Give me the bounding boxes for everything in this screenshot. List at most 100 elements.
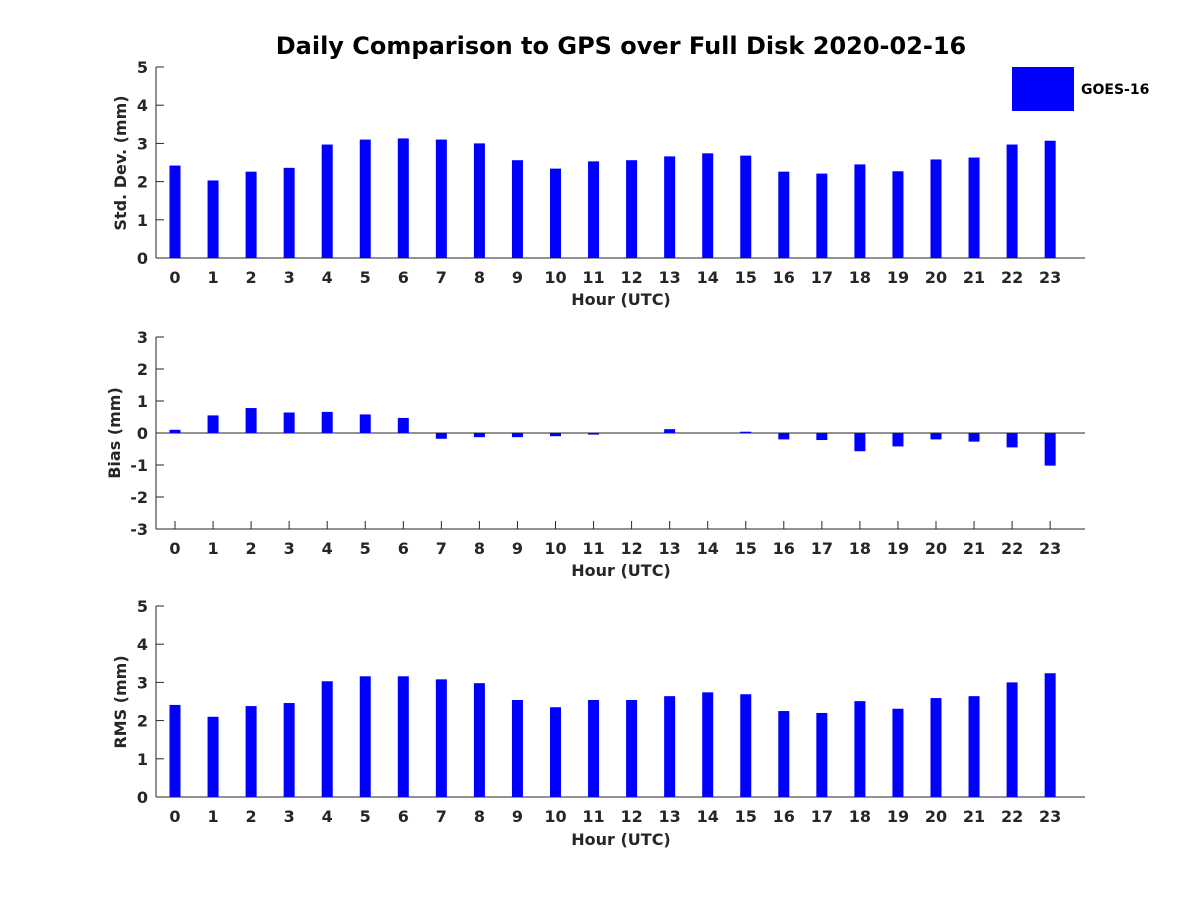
chart-title: Daily Comparison to GPS over Full Disk 2…	[276, 32, 967, 60]
std-x-tick-label: 13	[659, 268, 681, 287]
bias-bar	[245, 408, 257, 433]
rms-y-tick-label: 5	[137, 597, 148, 616]
std-bar	[321, 144, 333, 258]
rms-bar	[930, 698, 942, 797]
bias-x-tick-label: 17	[811, 539, 833, 558]
bias-bar	[930, 433, 942, 440]
rms-x-tick-label: 17	[811, 807, 833, 826]
rms-x-tick-label: 7	[436, 807, 447, 826]
rms-x-tick-label: 15	[735, 807, 757, 826]
rms-x-tick-label: 23	[1039, 807, 1061, 826]
std-bar	[930, 159, 942, 258]
rms-bar	[321, 681, 333, 797]
std-bar	[550, 168, 561, 258]
std-bar	[359, 139, 371, 258]
bias-y-tick-label: 0	[137, 424, 148, 443]
rms-bar	[968, 696, 980, 797]
rms-bar	[854, 701, 866, 797]
std-x-tick-label: 14	[697, 268, 719, 287]
bias-x-tick-label: 4	[322, 539, 333, 558]
bias-x-tick-label: 14	[697, 539, 719, 558]
std-bar	[511, 160, 523, 258]
rms-x-tick-label: 8	[474, 807, 485, 826]
std-bar	[968, 157, 980, 258]
rms-y-tick-label: 0	[137, 788, 148, 807]
std-y-tick-label: 2	[137, 173, 148, 192]
bias-x-tick-label: 2	[246, 539, 257, 558]
bias-y-tick-label: -2	[130, 488, 148, 507]
std-bar	[397, 138, 409, 258]
bias-bar	[511, 433, 523, 438]
rms-bar	[245, 706, 257, 797]
rms-x-axis-label: Hour (UTC)	[571, 830, 671, 849]
rms-x-tick-label: 1	[207, 807, 218, 826]
rms-bar	[207, 716, 219, 797]
std-bar	[245, 171, 257, 258]
std-x-tick-label: 20	[925, 268, 947, 287]
bias-y-tick-label: 1	[137, 392, 148, 411]
bias-x-tick-label: 9	[512, 539, 523, 558]
rms-bar	[359, 676, 371, 797]
std-y-tick-label: 1	[137, 211, 148, 230]
rms-y-axis-label: RMS (mm)	[111, 655, 130, 748]
std-x-tick-label: 16	[773, 268, 795, 287]
bias-x-tick-label: 15	[735, 539, 757, 558]
rms-bar	[1006, 682, 1018, 797]
bias-y-axis-label: Bias (mm)	[105, 387, 124, 479]
bias-x-tick-label: 23	[1039, 539, 1061, 558]
bias-x-tick-label: 21	[963, 539, 985, 558]
rms-x-tick-label: 22	[1001, 807, 1023, 826]
std-bar	[778, 171, 790, 258]
std-x-tick-label: 23	[1039, 268, 1061, 287]
rms-bar	[283, 703, 295, 797]
std-bar	[702, 153, 714, 258]
legend: GOES-16	[1012, 67, 1149, 111]
rms-bar	[473, 683, 485, 797]
rms-bar	[702, 692, 714, 797]
std-bar	[283, 167, 295, 258]
rms-y-tick-label: 3	[137, 673, 148, 692]
rms-x-tick-label: 21	[963, 807, 985, 826]
rms-bar	[588, 699, 600, 797]
bias-x-tick-label: 18	[849, 539, 871, 558]
std-bar	[473, 143, 485, 258]
bias-x-tick-label: 1	[207, 539, 218, 558]
std-bar	[169, 165, 181, 258]
bias-bar	[816, 433, 828, 441]
bias-bar	[359, 414, 371, 433]
bias-x-tick-label: 8	[474, 539, 485, 558]
std-bar	[854, 164, 866, 258]
std-x-tick-label: 22	[1001, 268, 1023, 287]
rms-bar	[778, 711, 790, 797]
rms-x-tick-label: 18	[849, 807, 871, 826]
std-x-tick-label: 4	[322, 268, 333, 287]
bias-x-tick-label: 10	[544, 539, 566, 558]
std-x-tick-label: 8	[474, 268, 485, 287]
bias-bar	[397, 417, 409, 433]
rms-bar	[169, 704, 181, 797]
rms-bar	[550, 707, 561, 797]
bias-x-tick-label: 0	[169, 539, 180, 558]
bias-x-tick-label: 16	[773, 539, 795, 558]
std-x-tick-label: 7	[436, 268, 447, 287]
legend-swatch	[1012, 67, 1074, 111]
std-x-tick-label: 3	[284, 268, 295, 287]
bias-x-axis-label: Hour (UTC)	[571, 561, 671, 580]
std-x-tick-label: 18	[849, 268, 871, 287]
rms-x-tick-label: 0	[169, 807, 180, 826]
rms-bar	[511, 699, 523, 797]
std-x-tick-label: 2	[246, 268, 257, 287]
std-y-tick-label: 5	[137, 58, 148, 77]
bias-bar	[1006, 433, 1018, 448]
rms-x-tick-label: 16	[773, 807, 795, 826]
std-y-tick-label: 3	[137, 134, 148, 153]
bias-bar	[207, 415, 219, 433]
rms-bar	[435, 679, 447, 797]
rms-bar	[892, 708, 904, 797]
std-x-tick-label: 15	[735, 268, 757, 287]
std-dev-y-axis-label: Std. Dev. (mm)	[111, 95, 130, 230]
rms-x-tick-label: 2	[246, 807, 257, 826]
std-x-tick-label: 6	[398, 268, 409, 287]
